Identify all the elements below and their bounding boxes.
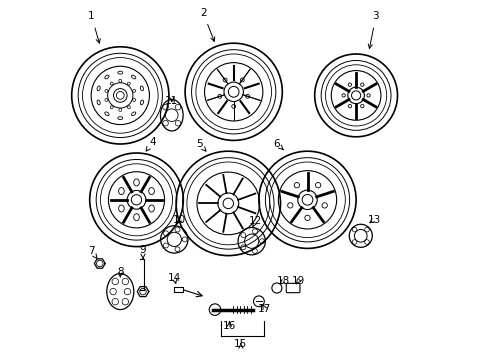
Text: 9: 9 [140, 245, 146, 258]
Text: 2: 2 [200, 8, 214, 41]
Text: 14: 14 [167, 273, 181, 283]
Text: 16: 16 [223, 321, 236, 331]
Text: 7: 7 [88, 246, 97, 259]
Text: 13: 13 [366, 215, 380, 225]
Text: 12: 12 [248, 216, 262, 226]
Text: 6: 6 [273, 139, 283, 149]
Text: 8: 8 [117, 267, 123, 277]
Text: 19: 19 [291, 276, 305, 286]
Text: 18: 18 [277, 276, 290, 286]
Text: 3: 3 [367, 11, 378, 48]
Text: 17: 17 [258, 303, 271, 314]
Text: 10: 10 [173, 215, 186, 225]
Text: 4: 4 [146, 137, 156, 151]
Text: 1: 1 [88, 11, 100, 43]
Text: 5: 5 [196, 139, 205, 151]
Text: 15: 15 [234, 339, 247, 349]
Text: 11: 11 [165, 96, 178, 106]
